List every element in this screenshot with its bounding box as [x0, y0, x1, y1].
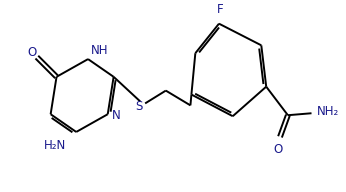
Text: N: N	[112, 109, 120, 122]
Text: O: O	[273, 143, 283, 156]
Text: F: F	[217, 3, 223, 16]
Text: O: O	[27, 46, 37, 59]
Text: NH₂: NH₂	[317, 105, 339, 118]
Text: H₂N: H₂N	[44, 139, 66, 152]
Text: NH: NH	[91, 44, 109, 57]
Text: S: S	[136, 100, 143, 113]
